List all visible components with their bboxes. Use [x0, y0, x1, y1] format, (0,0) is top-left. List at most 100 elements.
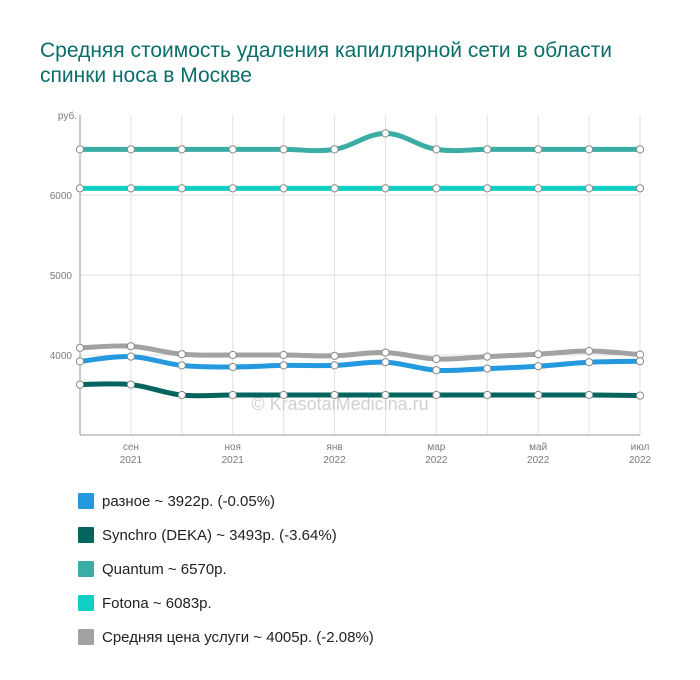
data-point[interactable] [483, 184, 492, 193]
data-point[interactable] [534, 390, 543, 400]
data-point[interactable] [330, 351, 339, 360]
data-point[interactable] [381, 358, 390, 367]
legend-swatch [78, 561, 94, 577]
data-point[interactable] [228, 184, 237, 193]
data-point[interactable] [635, 357, 645, 366]
data-point[interactable] [381, 184, 390, 193]
series-line [77, 343, 643, 362]
data-point[interactable] [75, 357, 85, 366]
data-point[interactable] [177, 361, 186, 370]
series-synchro-deka- [75, 380, 645, 400]
data-point[interactable] [279, 350, 288, 360]
series-line [77, 130, 643, 154]
x-tick-month: янв [326, 442, 342, 453]
series-line [77, 354, 643, 374]
data-point[interactable] [126, 342, 136, 351]
data-point[interactable] [432, 390, 441, 400]
series-средняя-цена-услуги [75, 342, 645, 364]
data-point[interactable] [279, 390, 288, 400]
data-point[interactable] [177, 390, 186, 400]
data-point[interactable] [126, 352, 136, 361]
data-point[interactable] [228, 145, 237, 154]
data-point[interactable] [330, 361, 339, 370]
y-tick-label: 5000 [50, 271, 73, 282]
series-line [77, 381, 643, 399]
data-point[interactable] [381, 348, 390, 357]
series-fotona [75, 184, 645, 193]
data-point[interactable] [432, 366, 441, 375]
legend-item[interactable]: Synchro (DEKA) ~ 3493р. (-3.64%) [78, 518, 374, 552]
legend-item[interactable]: Средняя цена услуги ~ 4005р. (-2.08%) [78, 620, 374, 654]
data-point[interactable] [75, 380, 85, 389]
data-point[interactable] [584, 346, 594, 356]
data-point[interactable] [584, 390, 594, 400]
data-point[interactable] [228, 362, 237, 372]
data-point[interactable] [228, 390, 237, 400]
x-tick-year: 2021 [222, 455, 245, 466]
data-point[interactable] [126, 184, 136, 193]
grid-lines [79, 115, 641, 435]
chart-title: Средняя стоимость удаления капиллярной с… [40, 39, 613, 87]
data-point[interactable] [330, 184, 339, 193]
legend-item[interactable]: разное ~ 3922р. (-0.05%) [78, 484, 374, 518]
legend-item[interactable]: Quantum ~ 6570р. [78, 552, 374, 586]
x-tick-month: ноя [224, 442, 241, 453]
legend-label: Synchro (DEKA) ~ 3493р. (-3.64%) [102, 526, 337, 544]
data-point[interactable] [483, 145, 492, 154]
data-point[interactable] [534, 350, 543, 359]
x-tick-year: 2022 [629, 455, 652, 466]
y-unit-label: руб. [58, 110, 77, 122]
data-point[interactable] [432, 145, 441, 154]
data-point[interactable] [75, 343, 85, 352]
data-point[interactable] [534, 145, 543, 154]
data-point[interactable] [381, 129, 390, 138]
data-point[interactable] [635, 350, 645, 359]
legend-swatch [78, 493, 94, 509]
data-point[interactable] [584, 184, 594, 193]
data-point[interactable] [584, 358, 594, 367]
legend: разное ~ 3922р. (-0.05%) Synchro (DEKA) ~… [78, 484, 374, 654]
data-point[interactable] [126, 380, 136, 389]
x-tick-month: май [529, 442, 547, 453]
data-point[interactable] [483, 364, 492, 373]
data-point[interactable] [177, 145, 186, 154]
data-point[interactable] [177, 350, 186, 359]
legend-label: разное ~ 3922р. (-0.05%) [102, 492, 276, 510]
x-tick-month: сен [123, 442, 139, 453]
data-point[interactable] [483, 352, 492, 361]
legend-label: Fotona ~ 6083р. [102, 594, 212, 612]
data-point[interactable] [279, 184, 288, 193]
data-point[interactable] [534, 362, 543, 371]
x-tick-year: 2022 [527, 455, 550, 466]
tick-layer: руб. 4000 5000 6000 сен 2021 ноя 2021 янв 2022 мар… [50, 110, 652, 466]
data-point[interactable] [228, 350, 237, 360]
data-point[interactable] [635, 145, 645, 154]
data-point[interactable] [432, 184, 441, 193]
data-point[interactable] [534, 184, 543, 193]
data-point[interactable] [584, 145, 594, 154]
data-point[interactable] [432, 354, 441, 364]
data-point[interactable] [483, 390, 492, 400]
data-point[interactable] [635, 184, 645, 193]
legend-swatch [78, 527, 94, 543]
legend-item[interactable]: Fotona ~ 6083р. [78, 586, 374, 620]
watermark: © KrasotaiMedicina.ru [251, 394, 428, 414]
x-tick-year: 2021 [120, 455, 143, 466]
series-layer [75, 129, 645, 400]
y-tick-label: 4000 [50, 351, 73, 362]
data-point[interactable] [330, 145, 339, 154]
data-point[interactable] [75, 184, 85, 193]
x-tick-year: 2022 [425, 455, 448, 466]
legend-swatch [78, 595, 94, 611]
data-point[interactable] [279, 361, 288, 370]
data-point[interactable] [279, 145, 288, 154]
data-point[interactable] [177, 184, 186, 193]
data-point[interactable] [635, 391, 645, 400]
data-point[interactable] [126, 145, 136, 154]
x-tick-month: мар [427, 442, 445, 453]
legend-swatch [78, 629, 94, 645]
data-point[interactable] [381, 390, 390, 400]
data-point[interactable] [75, 145, 85, 154]
data-point[interactable] [330, 390, 339, 400]
legend-label: Quantum ~ 6570р. [102, 560, 227, 578]
